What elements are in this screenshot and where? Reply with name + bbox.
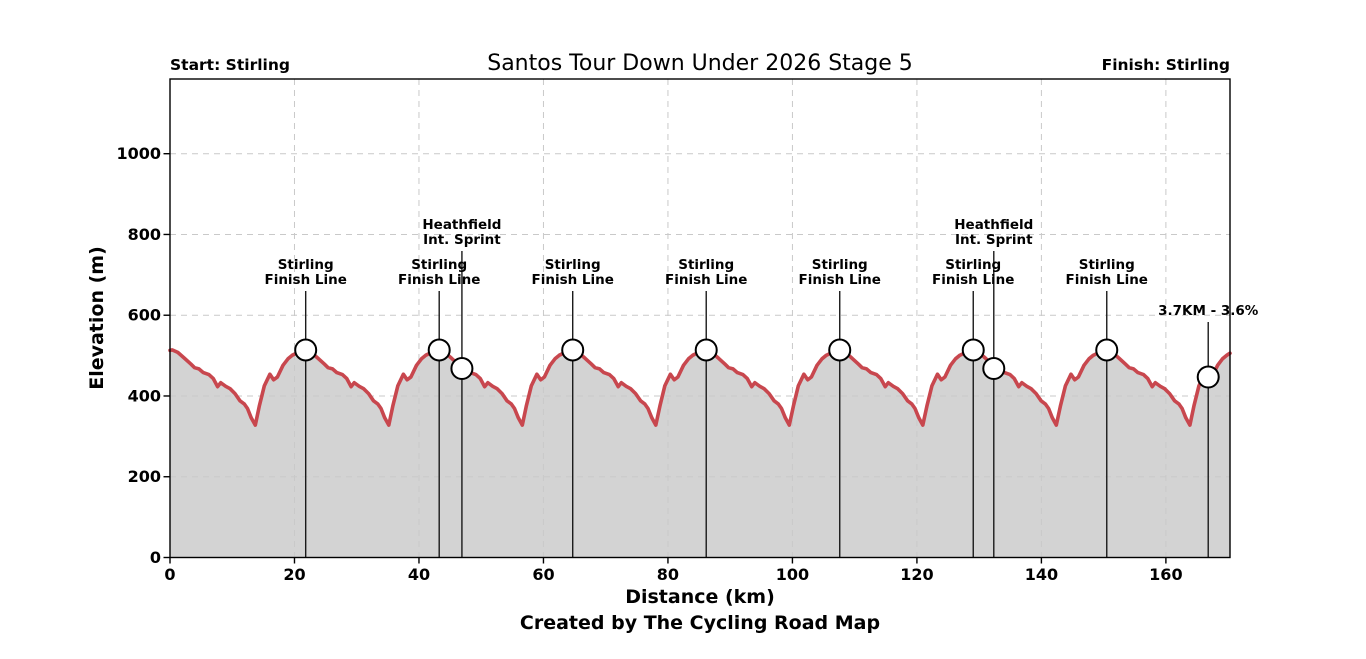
finish_line-label: Finish Line	[398, 272, 480, 288]
x-tick-label: 40	[408, 565, 430, 584]
x-tick-label: 140	[1025, 565, 1058, 584]
sprint-label: Int. Sprint	[955, 232, 1033, 248]
plot-border	[169, 78, 1231, 559]
y-tick-label: 1000	[116, 144, 161, 163]
finish_line-label: Stirling	[411, 257, 467, 273]
sprint-label: Heathfield	[954, 217, 1033, 233]
chart-annotation-layer: 0 20 40 60 80 100 120 140 160 0 200 400 600 800 1000 St…	[116, 144, 1258, 584]
finish_line-label: Finish Line	[1066, 272, 1148, 288]
sprint-marker-circle	[982, 357, 1006, 381]
finish_line-label: Finish Line	[665, 272, 747, 288]
x-tick-label: 160	[1149, 565, 1182, 584]
y-tick-label: 600	[128, 306, 161, 325]
finish_line-label: Stirling	[678, 257, 734, 273]
finish_line-marker-circle	[427, 338, 451, 362]
finish_line-label: Finish Line	[264, 272, 346, 288]
x-tick-label: 120	[900, 565, 933, 584]
finish_line-marker-circle	[961, 338, 985, 362]
credit-caption: Created by The Cycling Road Map	[520, 612, 880, 634]
km_to_go-marker-circle	[1196, 365, 1220, 389]
finish_line-marker-circle	[561, 338, 585, 362]
finish_line-label: Stirling	[1079, 257, 1135, 273]
x-tick-label: 100	[776, 565, 809, 584]
y-tick-label: 800	[128, 225, 161, 244]
y-axis-label: Elevation (m)	[86, 246, 108, 390]
finish_line-marker-circle	[694, 338, 718, 362]
sprint-marker-circle	[450, 357, 474, 381]
chart-plot-layer	[168, 79, 1232, 558]
finish_line-label: Stirling	[278, 257, 334, 273]
start-location-label: Start: Stirling	[170, 56, 290, 74]
y-tick-label: 0	[150, 548, 161, 567]
y-tick-label: 400	[128, 386, 161, 405]
y-tick-label: 200	[128, 467, 161, 486]
elevation-area-fill	[170, 349, 1230, 558]
finish_line-marker-circle	[828, 338, 852, 362]
finish_line-marker-circle	[294, 338, 318, 362]
finish_line-label: Stirling	[945, 257, 1001, 273]
x-tick-label: 60	[532, 565, 554, 584]
finish_line-label: Stirling	[545, 257, 601, 273]
finish_line-label: Finish Line	[799, 272, 881, 288]
finish-location-label: Finish: Stirling	[1102, 56, 1230, 74]
km_to_go-label: 3.7KM - 3.6%	[1158, 303, 1259, 319]
sprint-label: Int. Sprint	[423, 232, 501, 248]
sprint-label: Heathfield	[422, 217, 501, 233]
x-tick-label: 20	[283, 565, 305, 584]
finish_line-marker-circle	[1095, 338, 1119, 362]
finish_line-label: Stirling	[812, 257, 868, 273]
finish_line-label: Finish Line	[531, 272, 613, 288]
x-tick-label: 0	[164, 565, 175, 584]
finish_line-label: Finish Line	[932, 272, 1014, 288]
x-axis-label: Distance (km)	[625, 586, 775, 608]
chart-title: Santos Tour Down Under 2026 Stage 5	[487, 51, 913, 76]
x-tick-label: 80	[657, 565, 679, 584]
